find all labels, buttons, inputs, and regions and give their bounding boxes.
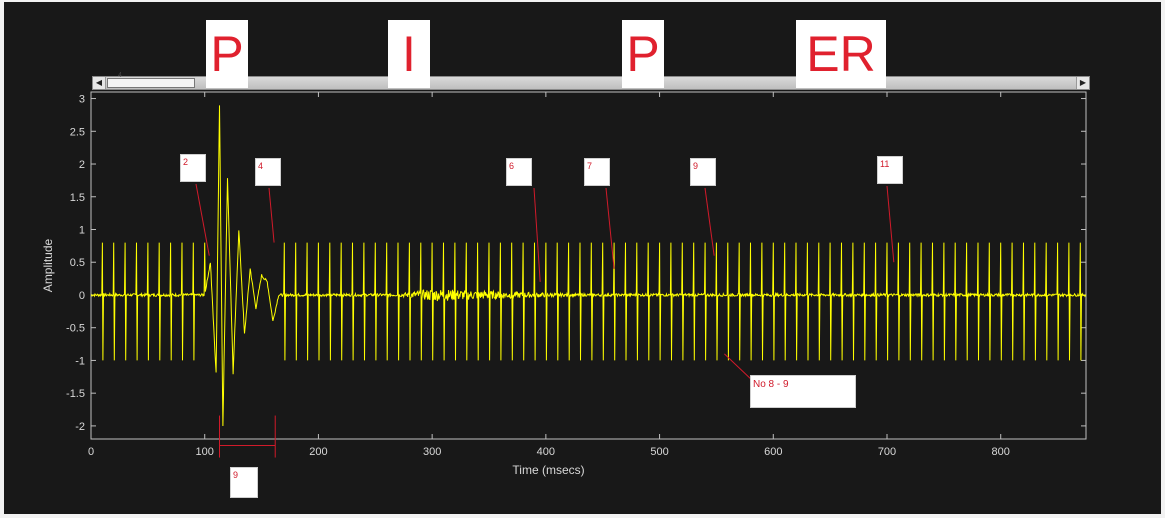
- x-tick-label: 400: [537, 446, 555, 458]
- axes: [90, 91, 1087, 440]
- bottom-marker-box: 9: [230, 467, 258, 498]
- axis-text: 0 100 200 300 400 500 600 700 800 -2 -1.5 -1 -0.5 0 0.…: [41, 94, 1010, 477]
- marker-leader-6: [533, 187, 541, 282]
- marker-box-4: 4: [255, 158, 281, 186]
- annotation-lines: [195, 183, 895, 458]
- signal-trace: [90, 105, 1087, 427]
- marker-label-7: 7: [587, 161, 593, 171]
- note-label: No 8 - 9: [753, 379, 789, 390]
- header-label-p2: P: [622, 20, 664, 88]
- x-tick-label: 0: [88, 446, 94, 458]
- marker-leader-7: [605, 187, 615, 269]
- marker-box-6: 6: [506, 158, 532, 186]
- y-tick-label: -0.5: [66, 323, 85, 335]
- marker-label-6: 6: [509, 161, 515, 171]
- header-label-p1: P: [206, 20, 248, 88]
- y-tick-label: 0: [79, 290, 85, 302]
- marker-box-2: 2: [180, 154, 206, 182]
- x-tick-label: 700: [878, 446, 896, 458]
- y-tick-label: -1.5: [66, 388, 85, 400]
- marker-leader-4: [268, 187, 275, 243]
- y-axis-label: Amplitude: [41, 239, 55, 293]
- header-label-i: I: [388, 20, 430, 88]
- marker-leader-2: [195, 183, 210, 256]
- x-tick-label: 200: [309, 446, 327, 458]
- x-tick-label: 800: [992, 446, 1010, 458]
- y-tick-label: 0.5: [70, 257, 85, 269]
- y-tick-label: -2: [75, 421, 85, 433]
- y-tick-label: 1: [79, 224, 85, 236]
- marker-label-11: 11: [880, 159, 890, 169]
- marker-label-9: 9: [693, 161, 699, 171]
- y-tick-label: -1: [75, 355, 85, 367]
- y-tick-label: 3: [79, 94, 85, 106]
- signal-series: [90, 105, 1087, 427]
- marker-box-9: 9: [690, 158, 716, 186]
- scroll-left-arrow-icon[interactable]: ◀: [93, 77, 106, 89]
- x-axis-label: Time (msecs): [512, 463, 584, 477]
- marker-leader-11: [886, 185, 895, 263]
- x-tick-label: 300: [423, 446, 441, 458]
- y-tick-label: 2: [79, 159, 85, 171]
- x-tick-label: 500: [650, 446, 668, 458]
- header-label-er: ER: [796, 20, 886, 88]
- marker-label-4: 4: [258, 161, 264, 171]
- bottom-marker-label: 9: [233, 470, 239, 480]
- marker-label-2: 2: [183, 157, 189, 167]
- marker-box-7: 7: [584, 158, 610, 186]
- y-tick-label: 2.5: [70, 126, 85, 138]
- marker-box-11: 11: [877, 156, 903, 184]
- note-box: No 8 - 9: [750, 375, 856, 408]
- scroll-right-arrow-icon[interactable]: ▶: [1076, 77, 1089, 89]
- y-tick-label: 1.5: [70, 192, 85, 204]
- note-leader-line: [724, 353, 755, 383]
- scroll-thumb[interactable]: 4: [107, 72, 195, 88]
- plot-window: 0 100 200 300 400 500 600 700 800 -2 -1.5 -1 -0.5 0 0.…: [4, 2, 1161, 514]
- plot-box: [90, 91, 1087, 440]
- x-tick-label: 600: [764, 446, 782, 458]
- marker-leader-9: [704, 187, 715, 256]
- amplitude-chart: 0 100 200 300 400 500 600 700 800 -2 -1.5 -1 -0.5 0 0.…: [41, 91, 1087, 477]
- scroll-thumb-label: 4: [118, 72, 122, 79]
- x-tick-label: 100: [196, 446, 214, 458]
